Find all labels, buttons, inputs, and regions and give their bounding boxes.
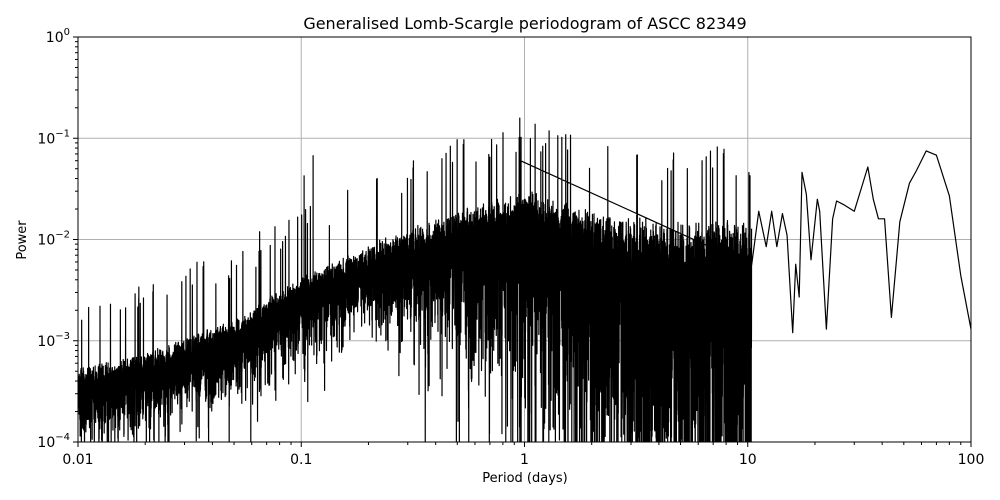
x-tick-label: 0.1: [290, 452, 312, 468]
x-axis-label: Period (days): [482, 471, 568, 486]
y-tick-label: 10−3: [37, 331, 70, 350]
periodogram-line: [78, 117, 971, 442]
y-tick-label: 100: [46, 27, 70, 46]
y-tick-label: 10−1: [37, 128, 70, 147]
x-tick-label: 100: [958, 452, 985, 468]
axis-ticks: 0.01 0.1 1 10 100 10−4 10−3 10−2 10−1 100: [37, 27, 984, 468]
chart-title: Generalised Lomb-Scargle periodogram of …: [303, 14, 746, 33]
x-tick-label: 0.01: [62, 452, 93, 468]
y-tick-label: 10−2: [37, 230, 70, 249]
periodogram-series: [78, 117, 971, 442]
y-tick-label: 10−4: [37, 432, 70, 451]
x-tick-label: 10: [739, 452, 757, 468]
y-axis-label: Power: [15, 220, 30, 260]
x-tick-label: 1: [520, 452, 529, 468]
